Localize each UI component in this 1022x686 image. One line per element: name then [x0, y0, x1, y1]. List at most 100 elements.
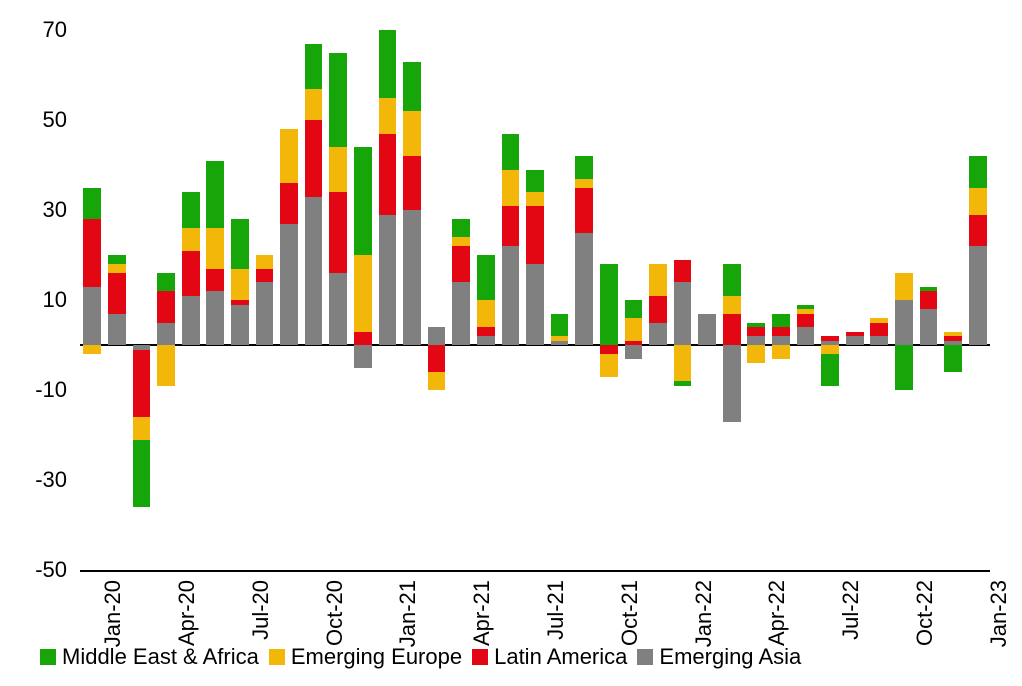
bar-segment-ea — [83, 287, 101, 346]
x-axis: Jan-20Apr-20Jul-20Oct-20Jan-21Apr-21Jul-… — [80, 575, 990, 655]
bar-segment-ea — [698, 314, 716, 346]
bar-segment-ee — [969, 188, 987, 215]
bar-segment-ee — [674, 345, 692, 381]
y-tick-label: 70 — [43, 17, 67, 43]
bar-segment-la — [674, 260, 692, 283]
bar-group — [944, 30, 962, 570]
bar-segment-la — [108, 273, 126, 314]
bar-segment-la — [723, 314, 741, 346]
bar-group — [870, 30, 888, 570]
bar-segment-ee — [944, 332, 962, 337]
bar-segment-ea — [329, 273, 347, 345]
bar-group — [502, 30, 520, 570]
bar-segment-ea — [280, 224, 298, 346]
bar-segment-la — [280, 183, 298, 224]
bar-segment-mea — [772, 314, 790, 328]
bar-segment-la — [502, 206, 520, 247]
bar-segment-ea — [747, 336, 765, 345]
bar-group — [821, 30, 839, 570]
bar-group — [674, 30, 692, 570]
bar-segment-ea — [625, 345, 643, 359]
bar-segment-ee — [305, 89, 323, 121]
bar-group — [551, 30, 569, 570]
bar-segment-la — [182, 251, 200, 296]
bar-segment-ee — [895, 273, 913, 300]
bar-segment-ee — [428, 372, 446, 390]
bar-group — [698, 30, 716, 570]
x-tick-label: Jul-20 — [248, 580, 274, 640]
bar-segment-la — [575, 188, 593, 233]
bar-segment-la — [403, 156, 421, 210]
bar-segment-ea — [895, 300, 913, 345]
bar-segment-ee — [108, 264, 126, 273]
bar-segment-ee — [182, 228, 200, 251]
bar-segment-la — [649, 296, 667, 323]
x-tick-label: Apr-21 — [469, 580, 495, 646]
bar-segment-la — [157, 291, 175, 323]
bar-group — [452, 30, 470, 570]
bar-segment-mea — [600, 264, 618, 345]
bar-segment-ee — [747, 345, 765, 363]
bar-segment-ea — [526, 264, 544, 345]
legend-swatch — [269, 649, 285, 665]
bar-segment-mea — [895, 345, 913, 390]
bar-segment-ee — [231, 269, 249, 301]
bar-segment-la — [379, 134, 397, 215]
bar-group — [526, 30, 544, 570]
legend-item-la: Latin America — [472, 644, 627, 670]
bar-segment-ee — [821, 345, 839, 354]
bar-segment-ea — [772, 336, 790, 345]
bar-segment-mea — [920, 287, 938, 292]
bar-segment-ea — [723, 345, 741, 422]
bar-segment-mea — [477, 255, 495, 300]
bar-segment-ea — [452, 282, 470, 345]
bar-group — [182, 30, 200, 570]
bar-group — [206, 30, 224, 570]
bar-group — [747, 30, 765, 570]
bar-segment-la — [969, 215, 987, 247]
bar-group — [280, 30, 298, 570]
bar-segment-ee — [649, 264, 667, 296]
x-tick-label: Oct-20 — [322, 580, 348, 646]
bar-segment-mea — [502, 134, 520, 170]
x-tick-label: Apr-22 — [764, 580, 790, 646]
y-tick-label: -30 — [35, 467, 67, 493]
bar-segment-ee — [600, 354, 618, 377]
bar-segment-ee — [157, 345, 175, 386]
bar-segment-mea — [526, 170, 544, 193]
bar-segment-ee — [403, 111, 421, 156]
bar-segment-la — [821, 336, 839, 341]
bar-group — [575, 30, 593, 570]
bar-segment-la — [846, 332, 864, 337]
bar-segment-mea — [108, 255, 126, 264]
bar-segment-la — [772, 327, 790, 336]
bar-segment-la — [231, 300, 249, 305]
bar-segment-la — [83, 219, 101, 287]
legend-label: Middle East & Africa — [62, 644, 259, 670]
bar-segment-ea — [182, 296, 200, 346]
bar-segment-mea — [674, 381, 692, 386]
bar-segment-la — [747, 327, 765, 336]
x-tick-label: Jul-22 — [838, 580, 864, 640]
bar-segment-ee — [723, 296, 741, 314]
bar-segment-ee — [206, 228, 224, 269]
bar-segment-la — [870, 323, 888, 337]
bar-segment-mea — [551, 314, 569, 337]
bar-segment-mea — [157, 273, 175, 291]
bar-segment-la — [920, 291, 938, 309]
x-tick-label: Jan-22 — [691, 580, 717, 647]
bar-segment-mea — [575, 156, 593, 179]
bar-segment-la — [133, 350, 151, 418]
legend-swatch — [637, 649, 653, 665]
bar-group — [772, 30, 790, 570]
bar-group — [846, 30, 864, 570]
legend-item-ea: Emerging Asia — [637, 644, 801, 670]
bar-group — [379, 30, 397, 570]
bar-segment-mea — [354, 147, 372, 255]
bar-segment-la — [477, 327, 495, 336]
bar-segment-ee — [625, 318, 643, 341]
y-tick-label: 10 — [43, 287, 67, 313]
x-tick-label: Oct-21 — [617, 580, 643, 646]
bar-segment-mea — [83, 188, 101, 220]
bar-segment-mea — [305, 44, 323, 89]
